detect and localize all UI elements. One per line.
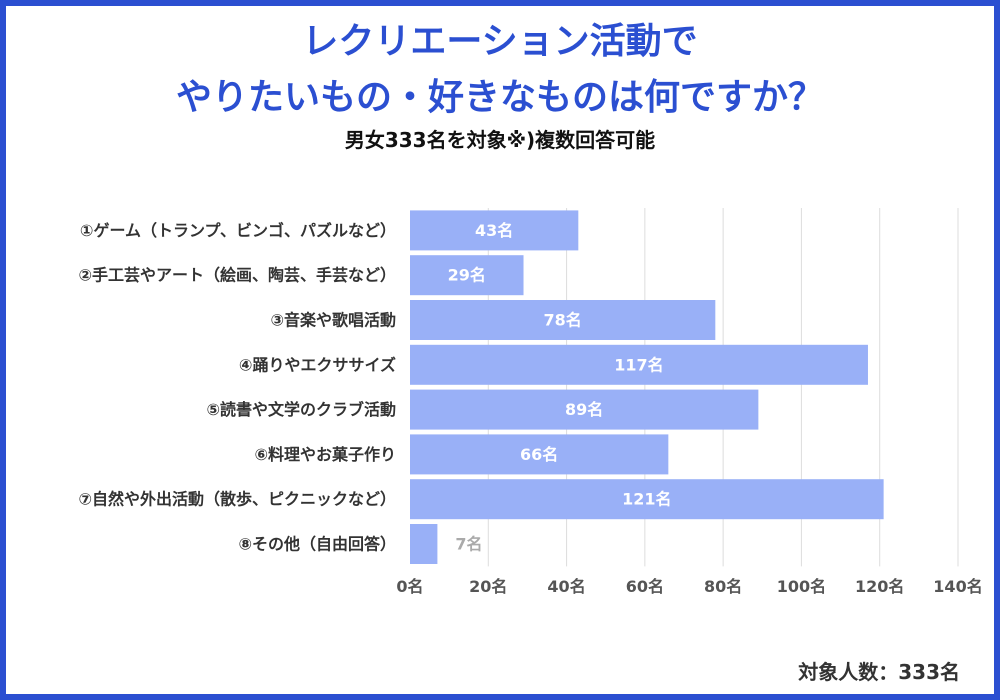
category-label: ⑥料理やお菓子作り [254,445,396,464]
bar [410,344,868,385]
chart-title-line1: レクリエーション活動で [302,21,698,62]
chart-title-line2: やりたいもの・好きなものは何ですか？ [175,77,824,118]
chart-subtitle: 男女333名を対象※)複数回答可能 [344,128,656,152]
bar [410,300,716,340]
category-label: ④踊りやエクササイズ [239,355,396,374]
bar [410,210,579,251]
bar-value-label: 66名 [520,445,558,464]
bar-value-label: 43名 [475,221,513,240]
bar-value-label: 7名 [455,535,482,554]
bar [410,524,438,564]
category-label: ②手工芸やアート（絵画、陶芸、手芸など） [78,266,396,285]
bar-value-label: 117名 [614,355,663,374]
x-tick-label: 80名 [704,577,742,596]
category-label: ⑧その他（自由回答） [238,535,396,554]
category-label: ①ゲーム（トランプ、ビンゴ、パズルなど） [80,221,396,240]
x-tick-label: 60名 [626,577,664,596]
x-tick-label: 20名 [469,577,507,596]
bar-value-label: 78名 [544,311,582,330]
bar-value-label: 121名 [622,490,671,509]
bar [410,389,759,430]
sample-size-note: 対象人数：333名 [798,660,960,684]
x-tick-label: 40名 [547,577,585,596]
category-label: ⑤読書や文学のクラブ活動 [206,400,396,419]
bar [410,434,669,475]
x-tick-label: 140名 [933,577,982,596]
x-tick-label: 0名 [396,577,423,596]
x-tick-label: 120名 [855,577,904,596]
bar-value-label: 29名 [448,266,486,285]
category-label: ⑦自然や外出活動（散歩、ピクニックなど） [78,490,396,509]
bar [410,479,884,520]
category-label: ③音楽や歌唱活動 [270,311,396,330]
bar [410,255,524,296]
bar-value-label: 89名 [565,400,603,419]
x-tick-label: 100名 [777,577,826,596]
